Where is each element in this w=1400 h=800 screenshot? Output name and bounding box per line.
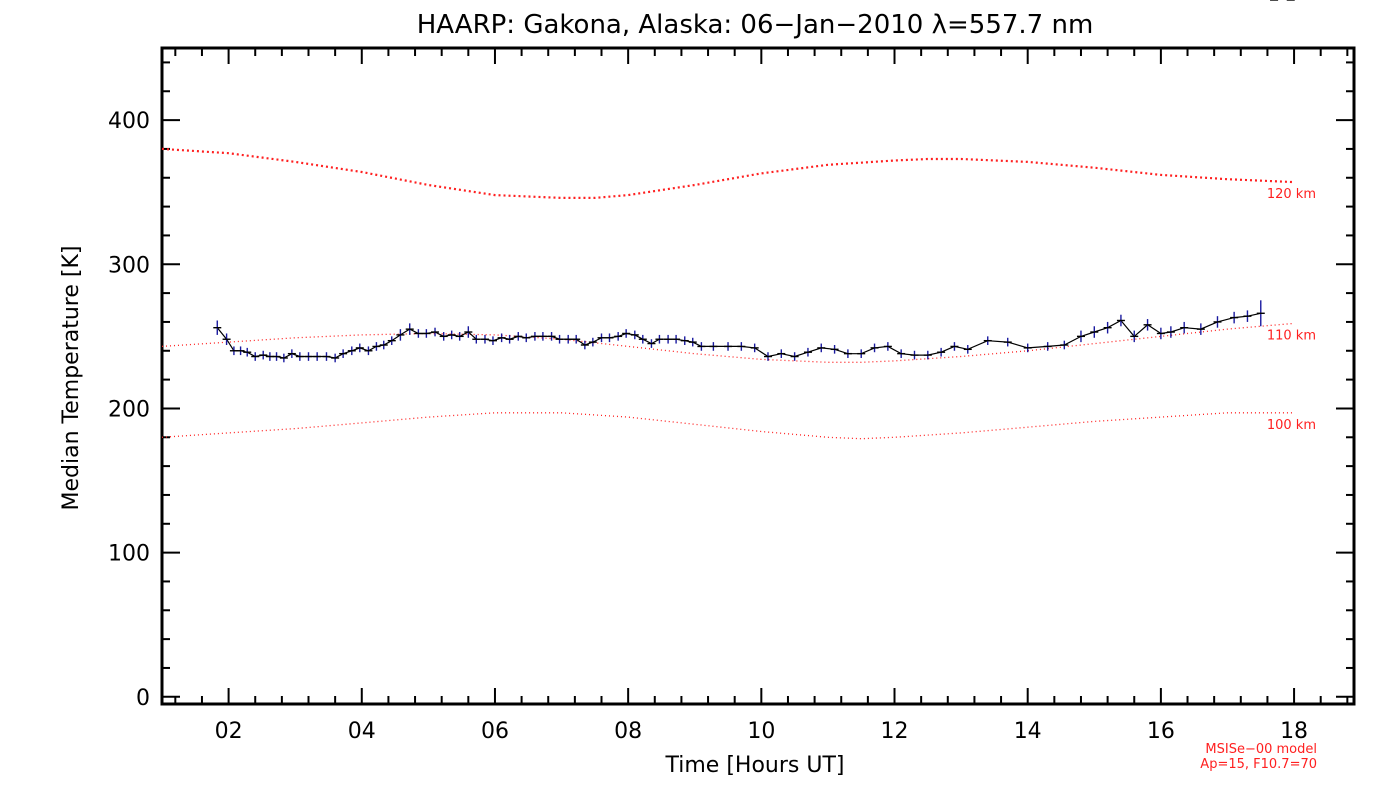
model-note-line-1: MSISe−00 model [1205,742,1317,757]
measured-temperature-series [213,0,1295,363]
x-axis: 02 04 06 08 10 12 14 16 18 [174,48,1349,744]
x-tick-label: 18 [1280,719,1308,744]
y-axis: 0 100 200 300 400 [108,61,1354,711]
plot-frame [160,46,1356,706]
x-tick-label: 02 [215,719,243,744]
x-axis-label: Time [Hours UT] [665,753,845,778]
x-tick-label: 08 [614,719,642,744]
measured-line [216,312,1261,359]
x-tick-label: 14 [1014,719,1042,744]
y-tick-label: 400 [108,109,150,134]
model-curve-1 [161,147,1295,199]
x-tick-label: 04 [348,719,376,744]
y-tick-label: 100 [108,542,150,567]
y-tick-label: 0 [136,686,150,711]
model-curve-3 [161,412,1295,440]
y-tick-label: 200 [108,397,150,422]
model-curve-label: 120 km [1267,187,1316,202]
model-curves [161,147,1295,440]
y-axis-label: Median Temperature [K] [59,246,84,511]
model-curve-labels: 120 km 110 km 100 km [1267,187,1316,433]
model-note-line-2: Ap=15, F10.7=70 [1200,757,1317,772]
model-curve-label: 110 km [1267,328,1316,343]
y-tick-label: 300 [108,253,150,278]
x-tick-label: 10 [747,719,775,744]
x-tick-label: 06 [481,719,509,744]
x-tick-label: 16 [1147,719,1175,744]
chart-title: HAARP: Gakona, Alaska: 06−Jan−2010 λ=557… [417,10,1094,40]
model-curve-label: 100 km [1267,418,1316,433]
model-curve-2 [161,322,1295,363]
x-tick-label: 12 [881,719,909,744]
